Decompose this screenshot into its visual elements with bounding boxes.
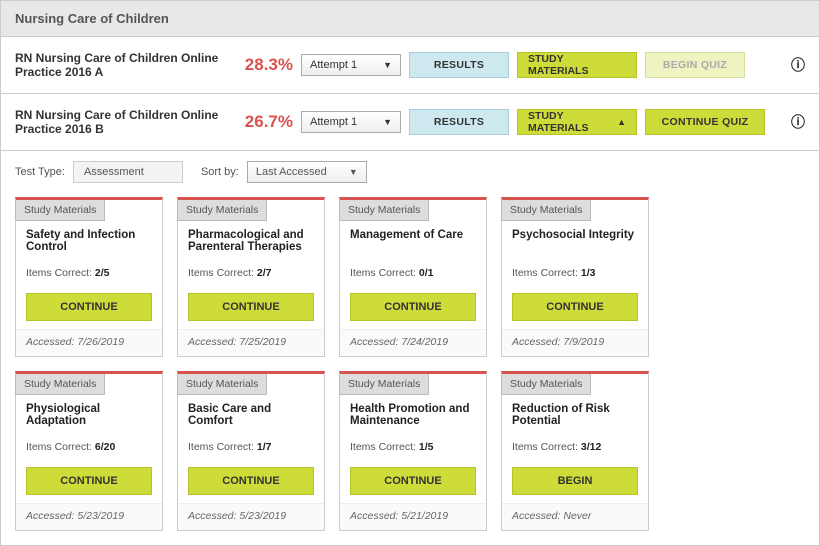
study-card: Study Materials Basic Care and Comfort I…	[177, 371, 325, 531]
study-materials-button[interactable]: STUDY MATERIALS▲	[517, 109, 637, 135]
attempt-select[interactable]: Attempt 1 ▼	[301, 111, 401, 133]
card-tag: Study Materials	[177, 374, 267, 395]
card-action-button[interactable]: CONTINUE	[350, 467, 476, 495]
chevron-down-icon: ▼	[383, 117, 392, 127]
panel-header: Nursing Care of Children	[1, 1, 819, 37]
card-action-button[interactable]: CONTINUE	[350, 293, 476, 321]
attempt-select[interactable]: Attempt 1 ▼	[301, 54, 401, 76]
card-title: Reduction of Risk Potential	[512, 403, 638, 433]
panel-title: Nursing Care of Children	[15, 11, 169, 26]
card-title: Safety and Infection Control	[26, 229, 152, 259]
study-card: Study Materials Pharmacological and Pare…	[177, 197, 325, 357]
filter-bar: Test Type: Assessment Sort by: Last Acce…	[1, 151, 819, 187]
practice-score: 28.3%	[233, 55, 293, 75]
study-card: Study Materials Physiological Adaptation…	[15, 371, 163, 531]
card-accessed: Accessed: 5/23/2019	[16, 503, 162, 530]
card-action-button[interactable]: CONTINUE	[188, 467, 314, 495]
card-title: Physiological Adaptation	[26, 403, 152, 433]
practice-row: RN Nursing Care of Children Online Pract…	[1, 37, 819, 94]
info-icon[interactable]: ⓘ	[791, 55, 805, 75]
card-items: Items Correct: 1/5	[350, 441, 476, 453]
practice-title: RN Nursing Care of Children Online Pract…	[15, 108, 225, 136]
study-card: Study Materials Safety and Infection Con…	[15, 197, 163, 357]
practice-row: RN Nursing Care of Children Online Pract…	[1, 94, 819, 151]
card-title: Pharmacological and Parenteral Therapies	[188, 229, 314, 259]
content-panel: Nursing Care of Children RN Nursing Care…	[0, 0, 820, 546]
card-title: Basic Care and Comfort	[188, 403, 314, 433]
card-action-button[interactable]: BEGIN	[512, 467, 638, 495]
card-accessed: Accessed: Never	[502, 503, 648, 530]
begin-quiz-button[interactable]: BEGIN QUIZ	[645, 52, 745, 78]
study-materials-button[interactable]: STUDY MATERIALS	[517, 52, 637, 78]
chevron-down-icon: ▼	[383, 60, 392, 70]
info-icon[interactable]: ⓘ	[791, 112, 805, 132]
study-card: Study Materials Management of Care Items…	[339, 197, 487, 357]
card-items: Items Correct: 0/1	[350, 267, 476, 279]
study-card: Study Materials Psychosocial Integrity I…	[501, 197, 649, 357]
card-tag: Study Materials	[501, 374, 591, 395]
card-tag: Study Materials	[339, 200, 429, 221]
sort-label: Sort by:	[201, 166, 239, 178]
card-items: Items Correct: 6/20	[26, 441, 152, 453]
card-title: Health Promotion and Maintenance	[350, 403, 476, 433]
card-title: Management of Care	[350, 229, 476, 259]
card-action-button[interactable]: CONTINUE	[26, 467, 152, 495]
card-action-button[interactable]: CONTINUE	[512, 293, 638, 321]
card-tag: Study Materials	[339, 374, 429, 395]
card-tag: Study Materials	[177, 200, 267, 221]
card-accessed: Accessed: 7/25/2019	[178, 329, 324, 356]
card-items: Items Correct: 3/12	[512, 441, 638, 453]
chevron-down-icon: ▼	[349, 167, 358, 177]
card-action-button[interactable]: CONTINUE	[188, 293, 314, 321]
card-items: Items Correct: 2/7	[188, 267, 314, 279]
practice-title: RN Nursing Care of Children Online Pract…	[15, 51, 225, 79]
card-title: Psychosocial Integrity	[512, 229, 638, 259]
test-type-label: Test Type:	[15, 166, 65, 178]
cards-container: Study Materials Safety and Infection Con…	[1, 187, 819, 545]
results-button[interactable]: RESULTS	[409, 52, 509, 78]
card-action-button[interactable]: CONTINUE	[26, 293, 152, 321]
card-accessed: Accessed: 5/23/2019	[178, 503, 324, 530]
card-tag: Study Materials	[501, 200, 591, 221]
sort-select[interactable]: Last Accessed ▼	[247, 161, 367, 183]
results-button[interactable]: RESULTS	[409, 109, 509, 135]
card-accessed: Accessed: 5/21/2019	[340, 503, 486, 530]
card-items: Items Correct: 1/3	[512, 267, 638, 279]
card-accessed: Accessed: 7/26/2019	[16, 329, 162, 356]
continue-quiz-button[interactable]: CONTINUE QUIZ	[645, 109, 765, 135]
card-tag: Study Materials	[15, 200, 105, 221]
card-items: Items Correct: 1/7	[188, 441, 314, 453]
study-card: Study Materials Health Promotion and Mai…	[339, 371, 487, 531]
chevron-up-icon: ▲	[617, 117, 626, 127]
card-accessed: Accessed: 7/9/2019	[502, 329, 648, 356]
card-accessed: Accessed: 7/24/2019	[340, 329, 486, 356]
study-card: Study Materials Reduction of Risk Potent…	[501, 371, 649, 531]
card-items: Items Correct: 2/5	[26, 267, 152, 279]
test-type-value[interactable]: Assessment	[73, 161, 183, 183]
card-tag: Study Materials	[15, 374, 105, 395]
practice-score: 26.7%	[233, 112, 293, 132]
